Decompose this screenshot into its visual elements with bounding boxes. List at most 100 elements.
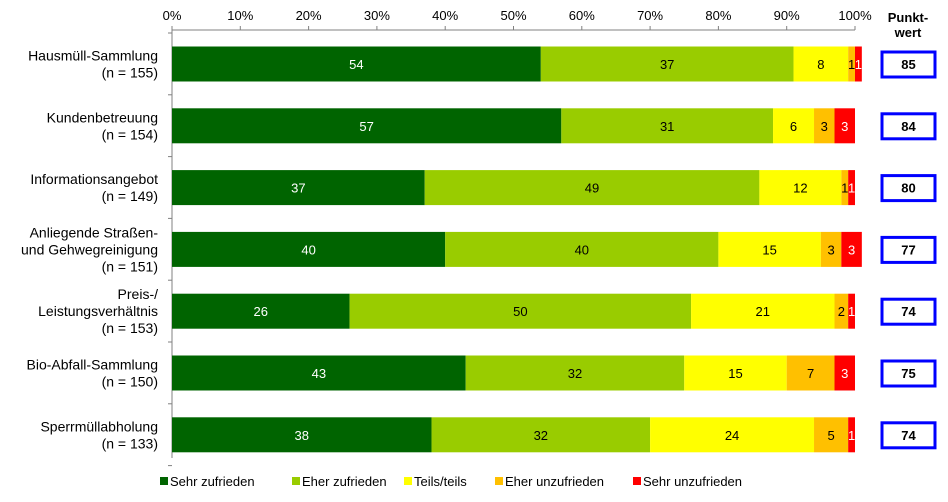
score-box: [880, 359, 937, 388]
data-label: 43: [312, 366, 326, 381]
category-label: Anliegende Straßen-: [30, 224, 159, 240]
data-label: 3: [821, 119, 828, 134]
x-tick-label: 10%: [227, 8, 253, 23]
bar-segment: [848, 417, 855, 453]
score-box: [880, 421, 937, 450]
category-label: (n = 154): [102, 126, 158, 142]
bar-segment: [848, 170, 855, 206]
data-label: 31: [660, 119, 674, 134]
bar-segment: [834, 355, 855, 391]
x-tick-label: 60%: [569, 8, 595, 23]
x-tick-label: 0%: [163, 8, 182, 23]
bar-segment: [834, 108, 855, 144]
bar-segment: [349, 293, 692, 329]
category-label: (n = 151): [102, 258, 158, 274]
category-label: Hausmüll-Sammlung: [28, 48, 158, 64]
bar-segment: [172, 293, 350, 329]
category-label: Sperrmüllabholung: [40, 418, 158, 434]
data-label: 54: [349, 57, 363, 72]
bar-segment: [172, 108, 562, 144]
category-label: (n = 155): [102, 65, 158, 81]
data-label: 1: [848, 304, 855, 319]
score-header: wert: [894, 25, 922, 40]
score-box: [880, 50, 937, 79]
category-label: Informationsangebot: [30, 171, 158, 187]
legend-swatch: [404, 477, 412, 485]
score-header: Punkt-: [888, 10, 928, 25]
category-label: (n = 133): [102, 435, 158, 451]
legend-label: Teils/teils: [414, 474, 467, 489]
score-box: [880, 297, 937, 326]
bar-segment: [841, 231, 862, 267]
x-tick-label: 90%: [774, 8, 800, 23]
category-labels: Hausmüll-Sammlung(n = 155) Kundenbetreuun…: [21, 48, 158, 452]
data-label: 37: [291, 181, 305, 196]
data-label: 12: [793, 181, 807, 196]
data-label: 1: [841, 181, 848, 196]
bar-segment: [172, 355, 466, 391]
bar-segment: [561, 108, 774, 144]
data-label: 6: [790, 119, 797, 134]
bar-segment: [650, 417, 815, 453]
legend-label: Eher zufrieden: [302, 474, 387, 489]
data-label: 3: [841, 366, 848, 381]
data-label: 7: [807, 366, 814, 381]
category-label: Leistungsverhältnis: [38, 303, 158, 319]
data-label: 5: [827, 428, 834, 443]
data-label: 49: [585, 181, 599, 196]
data-label: 32: [568, 366, 582, 381]
bar-segment: [841, 170, 849, 206]
bar-segment: [445, 231, 719, 267]
bar-segment: [834, 293, 849, 329]
data-label: 57: [359, 119, 373, 134]
bar-segment: [172, 46, 541, 82]
score-box: [880, 174, 937, 203]
legend-swatch: [633, 477, 641, 485]
data-label: 37: [660, 57, 674, 72]
score-value: 80: [901, 181, 915, 196]
score-value: 77: [901, 242, 915, 257]
category-label: (n = 149): [102, 188, 158, 204]
x-tick-label: 100%: [838, 8, 872, 23]
data-label: 1: [855, 57, 862, 72]
score-value: 85: [901, 57, 915, 72]
data-label: 32: [534, 428, 548, 443]
x-tick-label: 40%: [432, 8, 458, 23]
score-box: [880, 112, 937, 141]
x-tick-label: 70%: [637, 8, 663, 23]
bar-segment: [793, 46, 849, 82]
score-value: 74: [901, 304, 916, 319]
data-label: 1: [848, 181, 855, 196]
bar-segment: [855, 46, 862, 82]
bar-segment: [848, 293, 855, 329]
data-label: 38: [295, 428, 309, 443]
bar-segment: [431, 417, 651, 453]
bar-segment: [759, 170, 842, 206]
x-tick-label: 30%: [364, 8, 390, 23]
score-column: Punkt-wert 85 84 80 77 74 75 74: [880, 10, 937, 450]
data-label: 40: [301, 242, 315, 257]
category-label: (n = 153): [102, 320, 158, 336]
bar-segment: [172, 417, 432, 453]
data-label: 15: [762, 242, 776, 257]
category-label: (n = 150): [102, 374, 158, 390]
data-label: 8: [817, 57, 824, 72]
bar-segment: [848, 46, 855, 82]
score-value: 75: [901, 366, 915, 381]
bar-segment: [424, 170, 760, 206]
legend-swatch: [160, 477, 168, 485]
data-label: 24: [725, 428, 739, 443]
score-value: 84: [901, 119, 916, 134]
bar-segment: [465, 355, 685, 391]
x-tick-label: 80%: [705, 8, 731, 23]
bar-segment: [172, 231, 446, 267]
bar-segment: [814, 417, 849, 453]
bar-segment: [820, 231, 842, 267]
bar-segment: [814, 108, 835, 144]
legend: Sehr zufrieden Eher zufrieden Teils/teils E…: [160, 474, 742, 489]
bar-segment: [691, 293, 835, 329]
score-value: 74: [901, 428, 916, 443]
bar-segment: [172, 170, 425, 206]
bars-layer: 54 37 8 1 157 31 6 3 337 49 12 1 140 40 15 3 326 50 21 2 143…: [172, 46, 862, 453]
